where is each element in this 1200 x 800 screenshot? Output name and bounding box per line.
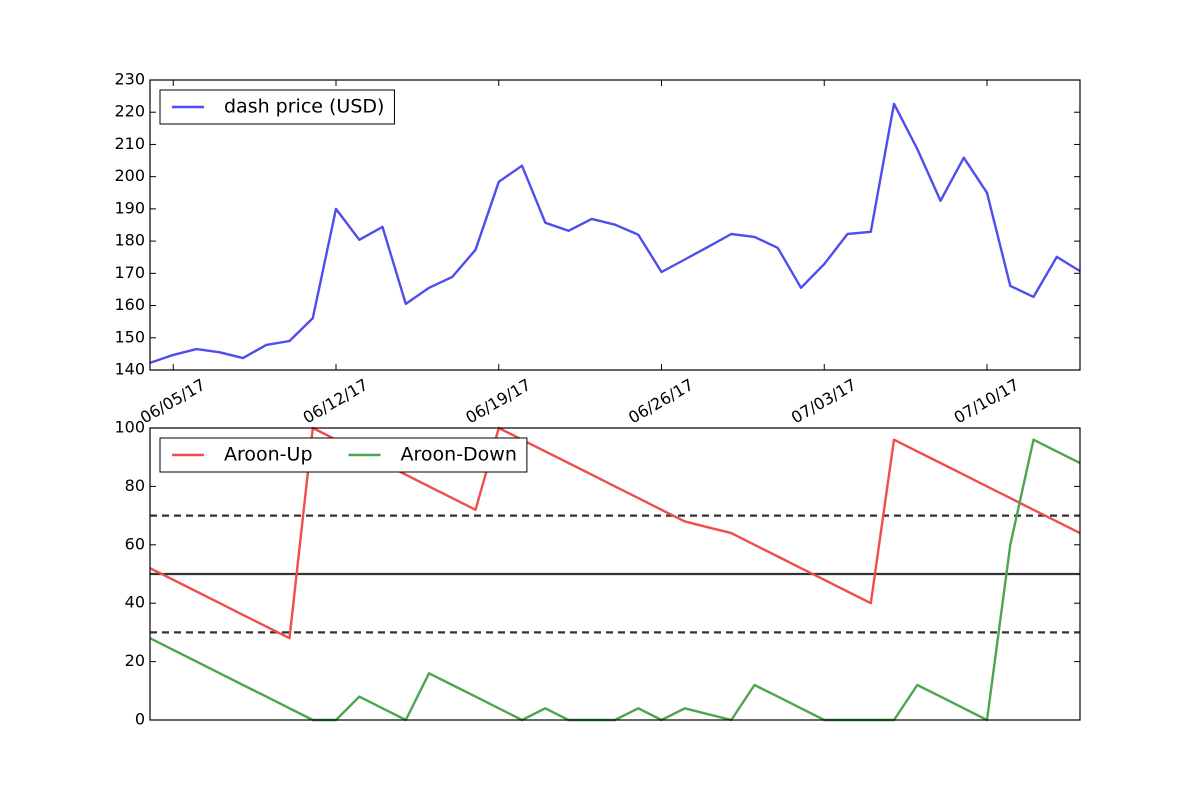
y-tick-label: 170 — [114, 263, 145, 282]
y-tick-label: 220 — [114, 102, 145, 121]
y-tick-label: 150 — [114, 327, 145, 346]
y-tick-label: 180 — [114, 231, 145, 250]
series-line — [149, 438, 1081, 722]
y-tick-label: 20 — [125, 651, 145, 670]
y-tick-label: 190 — [114, 198, 145, 217]
plot-frame — [149, 79, 1081, 371]
y-tick-label: 60 — [125, 534, 145, 553]
y-tick-label: 80 — [125, 476, 145, 495]
series-line — [149, 102, 1081, 365]
y-tick-label: 230 — [114, 70, 145, 89]
legend-label: Aroon-Up — [224, 444, 313, 466]
y-tick-label: 210 — [114, 134, 145, 153]
y-tick-label: 200 — [114, 166, 145, 185]
y-tick-label: 160 — [114, 295, 145, 314]
x-tick-label: 07/03/17 — [788, 375, 860, 427]
x-tick-label: 06/19/17 — [462, 375, 534, 427]
y-tick-label: 0 — [135, 710, 145, 729]
x-tick-label: 07/10/17 — [951, 375, 1023, 427]
legend-label: dash price (USD) — [224, 96, 384, 118]
legend: Aroon-Up Aroon-Down — [159, 437, 528, 473]
legend-box — [159, 437, 528, 473]
y-tick-label: 100 — [114, 418, 145, 437]
series-line — [149, 426, 1081, 640]
y-tick-label: 140 — [114, 360, 145, 379]
y-tick-label: 40 — [125, 593, 145, 612]
legend: dash price (USD) — [159, 89, 395, 125]
x-tick-label: 06/05/17 — [137, 375, 209, 427]
x-tick-label: 06/26/17 — [625, 375, 697, 427]
legend-label: Aroon-Down — [401, 444, 517, 466]
plot-frame — [149, 427, 1081, 721]
x-tick-label: 06/12/17 — [300, 375, 372, 427]
